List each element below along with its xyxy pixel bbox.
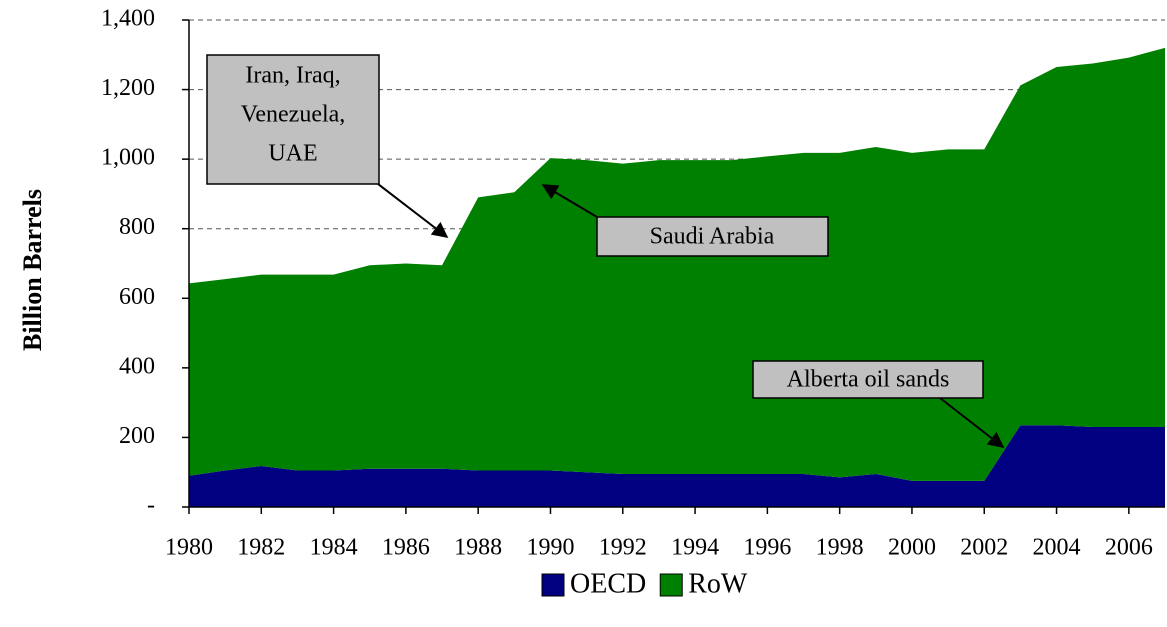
x-tick-label: 2006 <box>1105 535 1153 561</box>
legend-swatch <box>541 573 565 597</box>
annotation-text: Alberta oil sands <box>787 367 950 393</box>
x-tick-label: 2000 <box>888 535 936 561</box>
x-tick-label: 1990 <box>526 535 574 561</box>
y-tick-label: 200 <box>119 423 155 449</box>
y-tick-label: 1,200 <box>101 75 155 101</box>
legend-label: RoW <box>688 568 748 599</box>
x-tick-label: 1996 <box>743 535 791 561</box>
annotation-text: Iran, Iraq, <box>245 63 340 89</box>
x-tick-label: 1986 <box>382 535 430 561</box>
annotation-arrow <box>377 183 449 238</box>
x-tick-label: 1988 <box>454 535 502 561</box>
annotation-box <box>596 216 829 257</box>
annotation-box <box>206 54 380 185</box>
annotation-text: Venezuela, <box>241 102 346 128</box>
y-tick-label: 800 <box>119 214 155 240</box>
x-tick-label: 2004 <box>1033 535 1081 561</box>
x-tick-label: 1992 <box>599 535 647 561</box>
y-tick-label: 1,000 <box>101 145 155 171</box>
x-tick-label: 1980 <box>165 535 213 561</box>
area <box>189 425 1165 507</box>
legend: OECD RoW <box>541 568 748 599</box>
x-tick-label: 2002 <box>960 535 1008 561</box>
y-tick-label: 1,400 <box>101 6 155 32</box>
y-tick-label: 400 <box>119 353 155 379</box>
x-tick-label: 1982 <box>237 535 285 561</box>
x-tick-label: 1994 <box>671 535 719 561</box>
legend-label: OECD <box>570 568 646 599</box>
y-tick-label: - <box>147 493 155 519</box>
x-tick-label: 1998 <box>816 535 864 561</box>
annotation-text: Saudi Arabia <box>650 224 775 250</box>
y-axis-label: Billion Barrels <box>18 189 47 351</box>
legend-swatch <box>659 573 683 597</box>
annotation-arrow <box>939 397 1005 448</box>
annotation-box <box>752 360 984 399</box>
axes: - 200 400 600 800 1,000 1,200 1,400 1980 1982 1984… <box>101 6 1165 561</box>
y-tick-label: 600 <box>119 284 155 310</box>
x-tick-label: 1984 <box>310 535 358 561</box>
annotation-text: UAE <box>268 141 317 167</box>
annotation-arrow <box>541 184 598 218</box>
